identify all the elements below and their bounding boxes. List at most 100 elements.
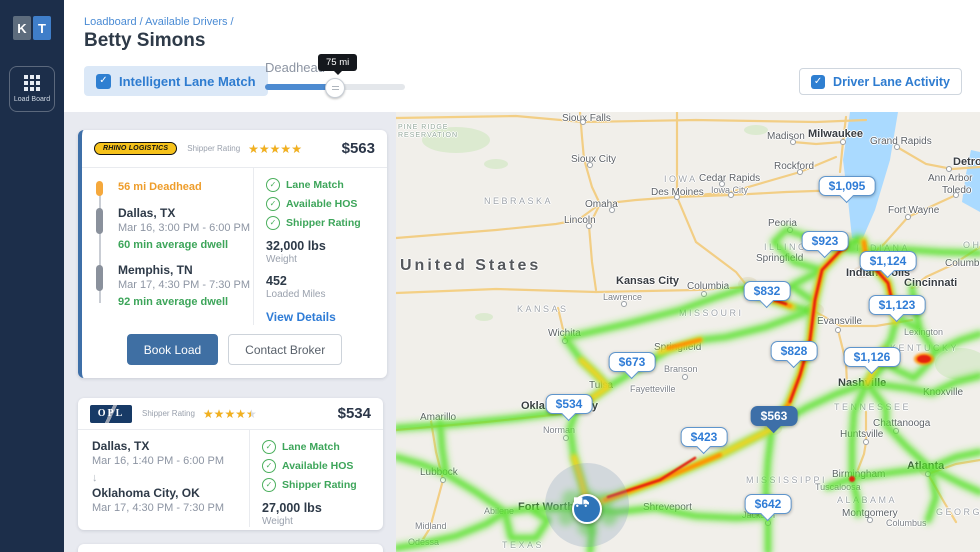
- broker-logo-badge: RHINO LOGISTICS: [94, 142, 178, 155]
- city-dot-icon: [580, 119, 586, 125]
- page-title: Betty Simons: [84, 30, 206, 51]
- price-marker[interactable]: $1,123: [868, 295, 926, 322]
- header: Loadboard / Available Drivers / Betty Si…: [64, 0, 980, 112]
- checkbox-checked-icon[interactable]: ✓: [96, 73, 111, 89]
- deadhead-segment: 56 mi Deadhead: [96, 179, 253, 197]
- city-dot-icon: [946, 166, 952, 172]
- price-marker[interactable]: $1,124: [859, 251, 917, 278]
- city-dot-icon: [893, 428, 899, 434]
- map-label: MISSOURI: [679, 308, 744, 318]
- price-marker[interactable]: $642: [744, 494, 792, 521]
- driver-lane-activity-label: Driver Lane Activity: [833, 74, 950, 89]
- city-dot-icon: [621, 301, 627, 307]
- checkbox-checked-icon[interactable]: ✓: [811, 74, 826, 89]
- price-marker[interactable]: $423: [680, 427, 728, 454]
- weight-metric: 32,000 lbs Weight: [266, 239, 326, 265]
- pickup-stop: Dallas, TX Mar 16, 3:00 PM - 6:00 PM 60 …: [96, 206, 253, 255]
- route-timeline: 56 mi Deadhead Dallas, TX Mar 16, 3:00 P…: [82, 168, 253, 325]
- price-marker[interactable]: $563: [750, 406, 798, 433]
- city-dot-icon: [674, 194, 680, 200]
- map-label: Fort Wayne: [888, 205, 940, 216]
- city-dot-icon: [905, 214, 911, 220]
- map-label: Norman: [543, 425, 576, 435]
- intelligent-lane-match-toggle[interactable]: ✓ Intelligent Lane Match: [84, 66, 268, 96]
- deadhead-slider[interactable]: [265, 78, 405, 98]
- map-label: Abilene: [484, 506, 515, 516]
- driver-truck-marker[interactable]: [572, 494, 602, 524]
- load-card[interactable]: RHINO LOGISTICS Shipper Rating ★★★★★ ★★★…: [78, 130, 387, 378]
- star-rating: ★★★★★ ★★★★★: [248, 141, 302, 156]
- check-available-hos: ✓ Available HOS: [262, 459, 383, 473]
- check-lane-match: ✓ Lane Match: [266, 178, 387, 192]
- map-label: Knoxville: [923, 387, 964, 398]
- map-label: Montgomery: [842, 508, 898, 519]
- load-card-actions: Book Load Contact Broker: [82, 325, 387, 378]
- view-details-link[interactable]: View Details: [266, 310, 336, 324]
- map-label: Lexington: [904, 327, 944, 337]
- map-label: Lincoln: [564, 215, 596, 226]
- check-shipper-rating: ✓ Shipper Rating: [266, 216, 387, 230]
- map-label: OH: [963, 240, 980, 250]
- map-label: Peoria: [768, 218, 797, 229]
- sidebar: K T Load Board: [0, 0, 64, 552]
- map-label: Sioux City: [571, 154, 617, 165]
- city-dot-icon: [728, 192, 734, 198]
- price-marker[interactable]: $673: [608, 352, 656, 379]
- map-label: Amarillo: [420, 412, 457, 423]
- city-dot-icon: [609, 207, 615, 213]
- map-canvas[interactable]: PINE RIDGE RESERVATION Sioux Falls Sioux C…: [396, 112, 980, 552]
- city-dot-icon: [797, 169, 803, 175]
- city-dot-icon: [790, 139, 796, 145]
- timeline-rail-line: [99, 186, 101, 303]
- map-label: GEORGIA: [936, 507, 980, 517]
- map-label: Detroit: [953, 156, 980, 168]
- map-label: Milwaukee: [808, 128, 864, 140]
- map-label: TENNESSEE: [834, 402, 912, 412]
- map-label: PINE RIDGE RESERVATION: [398, 124, 459, 140]
- map-label: Shreveport: [643, 502, 692, 513]
- load-card-partial[interactable]: [78, 544, 383, 552]
- load-card[interactable]: OPL Shipper Rating ★★★★★ ★★★★★ $534 Dall…: [78, 398, 383, 530]
- check-circle-icon: ✓: [262, 478, 276, 492]
- map-label: ALABAMA: [837, 495, 898, 505]
- map-label: Chattanooga: [873, 418, 931, 429]
- deadhead-label: Deadhead: [265, 60, 325, 75]
- map-label: Springfield: [654, 342, 702, 353]
- load-attributes-column: ✓ Lane Match ✓ Available HOS ✓ Shipper R…: [249, 430, 383, 527]
- price-marker[interactable]: $534: [545, 394, 593, 421]
- book-load-button[interactable]: Book Load: [126, 334, 219, 365]
- map-label: Sioux Falls: [562, 113, 611, 124]
- map-label: Springfield: [756, 253, 804, 264]
- price-marker[interactable]: $828: [770, 341, 818, 368]
- load-price: $534: [337, 405, 371, 422]
- map-label: Madison: [767, 131, 805, 142]
- city-dot-icon: [953, 192, 959, 198]
- truck-icon: [574, 497, 589, 508]
- load-board-label: Load Board: [13, 96, 51, 103]
- city-dot-icon: [840, 139, 846, 145]
- city-dot-icon: [787, 227, 793, 233]
- check-circle-icon: ✓: [266, 216, 280, 230]
- contact-broker-button[interactable]: Contact Broker: [228, 334, 343, 365]
- weight-metric: 27,000 lbs Weight: [262, 501, 322, 527]
- map-label: Columbus: [886, 518, 927, 528]
- map-label: Branson: [664, 364, 698, 374]
- deadhead-slider-handle[interactable]: [325, 78, 345, 98]
- sidebar-item-load-board[interactable]: Load Board: [9, 66, 55, 112]
- breadcrumb[interactable]: Loadboard / Available Drivers /: [84, 16, 234, 28]
- route-summary: Dallas, TX Mar 16, 1:40 PM - 6:00 PM ↓ O…: [78, 430, 249, 527]
- price-marker[interactable]: $1,095: [818, 176, 876, 203]
- price-marker[interactable]: $1,126: [843, 347, 901, 374]
- driver-lane-activity-toggle[interactable]: ✓ Driver Lane Activity: [799, 68, 962, 95]
- check-circle-icon: ✓: [262, 440, 276, 454]
- map-label: Fayetteville: [630, 384, 676, 394]
- map-label: Iowa City: [711, 185, 749, 195]
- map-label: IOWA: [664, 174, 698, 184]
- map-label: Toledo: [942, 185, 972, 196]
- price-marker[interactable]: $923: [801, 231, 849, 258]
- intelligent-lane-match-label: Intelligent Lane Match: [119, 73, 256, 89]
- load-results-panel: RHINO LOGISTICS Shipper Rating ★★★★★ ★★★…: [64, 112, 396, 552]
- price-marker[interactable]: $832: [743, 281, 791, 308]
- arrow-down-icon: ↓: [92, 471, 98, 484]
